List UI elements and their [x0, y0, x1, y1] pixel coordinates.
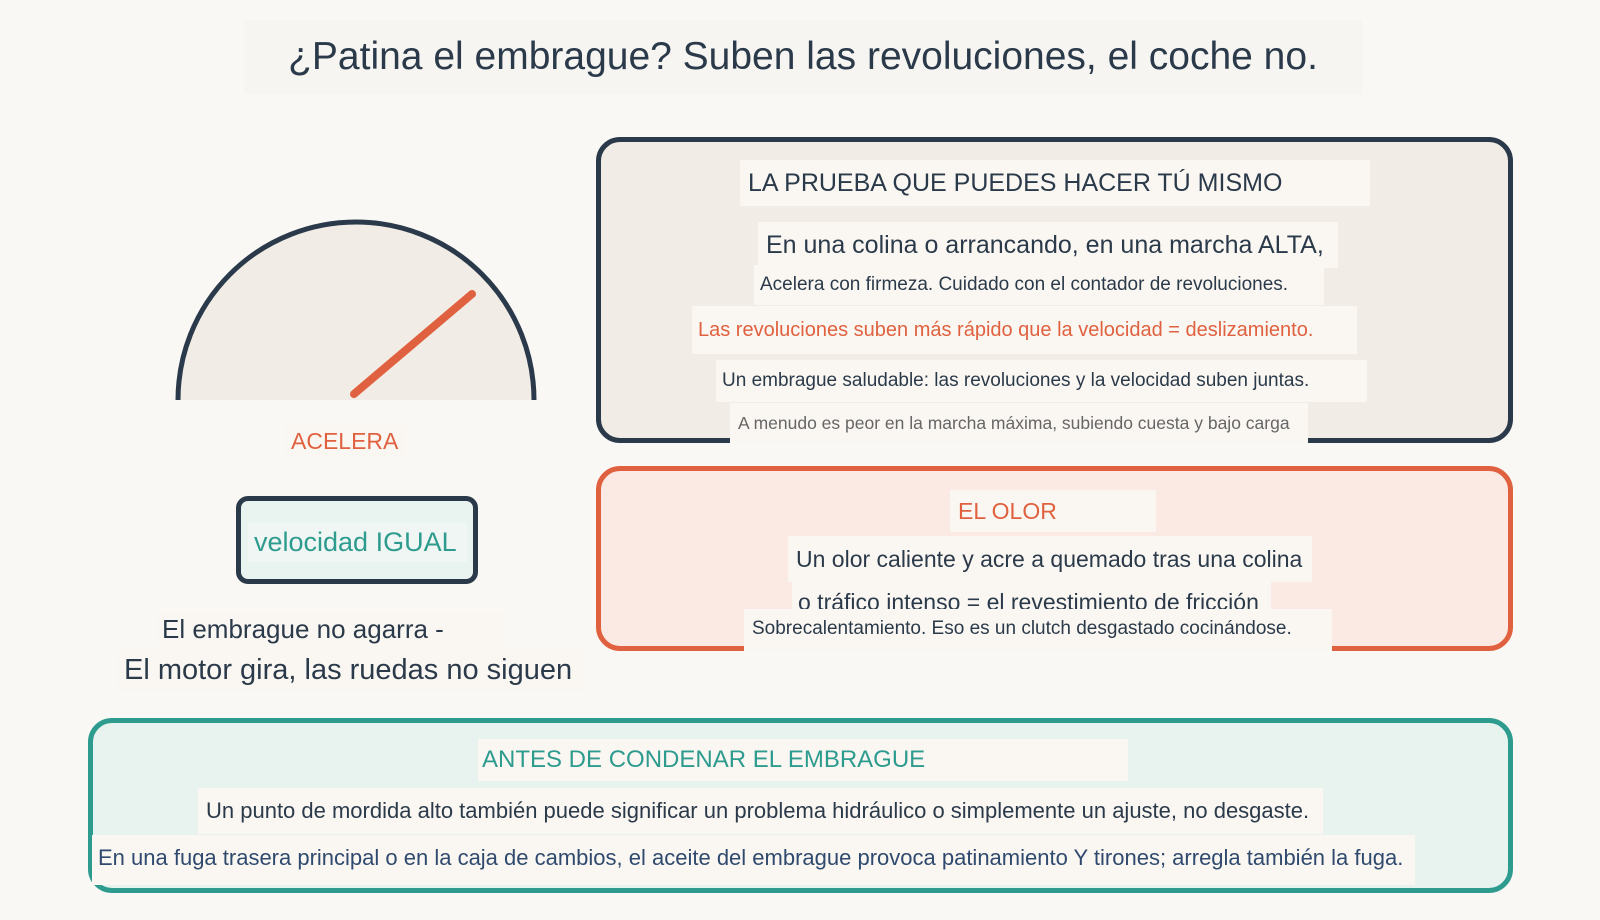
- test-panel-line-5: A menudo es peor en la marcha máxima, su…: [730, 403, 1308, 443]
- tachometer-gauge: [175, 219, 537, 401]
- test-panel-line-3: Las revoluciones suben más rápido que la…: [692, 306, 1358, 354]
- gauge-needle: [350, 290, 476, 398]
- test-panel-line-1: En una colina o arrancando, en una march…: [758, 222, 1338, 268]
- gauge-arc: [178, 222, 534, 400]
- accelerate-label: ACELERA: [285, 426, 407, 457]
- smell-panel-line-1: Un olor caliente y acre a quemado tras u…: [788, 536, 1313, 582]
- before-panel-title: ANTES DE CONDENAR EL EMBRAGUE: [478, 739, 1128, 781]
- test-panel-line-2: Acelera con firmeza. Cuidado con el cont…: [754, 265, 1325, 305]
- test-panel-line-4: Un embrague saludable: las revoluciones …: [716, 360, 1368, 402]
- before-panel-line-1: Un punto de mordida alto también puede s…: [198, 788, 1324, 834]
- gauge-outline: [175, 219, 537, 401]
- caption-line-2: El motor gira, las ruedas no siguen: [118, 650, 585, 691]
- caption-line-1: El embrague no agarra -: [158, 612, 504, 647]
- before-panel-line-2: En una fuga trasera principal o en la ca…: [92, 835, 1416, 885]
- page-title: ¿Patina el embrague? Suben las revolucio…: [244, 20, 1362, 94]
- test-panel-title: LA PRUEBA QUE PUEDES HACER TÚ MISMO: [740, 160, 1370, 206]
- speed-label: velocidad IGUAL: [248, 523, 467, 562]
- smell-panel-title: EL OLOR: [950, 490, 1156, 532]
- smell-panel-line-3: Sobrecalentamiento. Eso es un clutch des…: [744, 609, 1332, 651]
